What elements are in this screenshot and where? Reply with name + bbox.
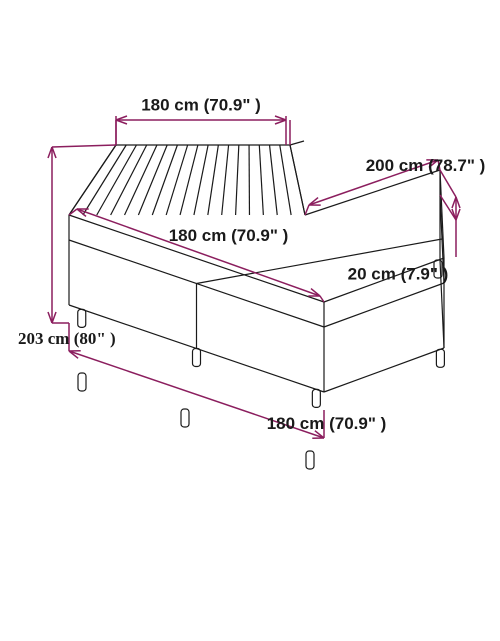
dim-base-width: 180 cm (70.9" ) — [267, 414, 387, 433]
dimension-diagram: 180 cm (70.9" ) 180 cm (70.9" ) 200 cm (78… — [0, 0, 500, 641]
dim-headboard-width: 180 cm (70.9" ) — [141, 95, 261, 114]
dim-depth: 200 cm (78.7" ) — [366, 156, 486, 175]
dim-mattress-width: 180 cm (70.9" ) — [169, 226, 289, 245]
dim-total-depth: 203 cm (80" ) — [18, 329, 116, 348]
dim-mattress-height: 20 cm (7.9" ) — [348, 264, 449, 283]
